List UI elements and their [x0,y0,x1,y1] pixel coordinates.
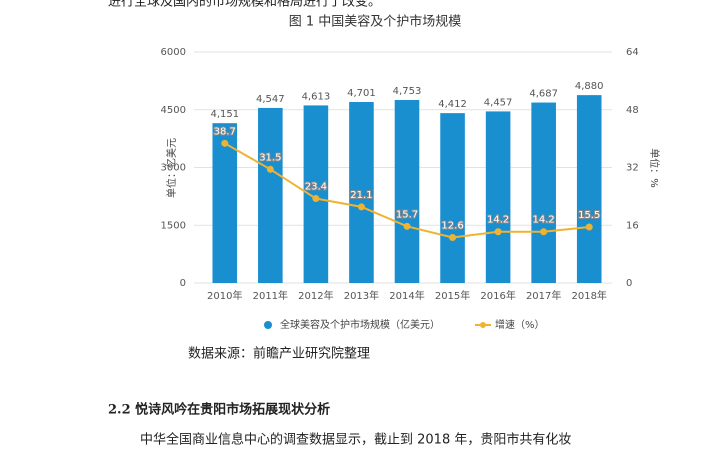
line-value-label: 38.7 [214,126,236,137]
y-tick-label: 1500 [161,220,186,231]
line-value-label: 15.5 [578,210,600,221]
bar [212,123,238,284]
paragraph: 中华全国商业信息中心的调查数据显示，截止到 2018 年，贵阳市共有化妆 [140,432,571,448]
x-tick-label: 2010年 [207,289,242,302]
top-line: 进行全球及国内的市场规模和格局进行了改变。 [108,0,381,10]
line-value-label: 14.2 [533,215,555,226]
line-value-label: 23.4 [305,182,327,193]
line-marker [221,139,229,147]
bar [485,111,511,283]
x-tick-label: 2015年 [435,289,470,302]
legend-marker [480,322,486,328]
legend-marker [264,321,272,329]
y2-tick-label: 32 [626,163,639,174]
y-tick-label: 4500 [161,105,186,116]
y2-tick-label: 48 [626,105,639,116]
y-axis-label: 单位：亿美元 [165,138,178,198]
y-tick-label: 3000 [161,163,186,174]
source-note: 数据来源：前瞻产业研究院整理 [188,346,370,362]
line-value-label: 12.6 [441,221,463,232]
x-tick-label: 2017年 [526,289,561,302]
bar [440,113,465,283]
y2-tick-label: 16 [626,220,639,231]
line-marker [585,223,593,231]
x-tick-label: 2012年 [298,289,333,302]
line-marker [312,195,320,203]
bar-value-label: 4,457 [484,97,513,108]
line-marker [357,203,365,211]
x-tick-label: 2013年 [344,289,379,302]
bar-value-label: 4,547 [256,94,285,105]
chart-title: 图 1 中国美容及个护市场规模 [289,14,462,30]
x-tick-label: 2016年 [480,289,515,302]
section-heading: 2.2 悦诗风吟在贵阳市场拓展现状分析 [108,402,330,418]
bar-value-label: 4,613 [302,91,331,102]
y-tick-label: 6000 [161,47,186,58]
bar [531,102,556,283]
bar-value-label: 4,701 [347,88,376,99]
bar [349,102,374,283]
line-marker [540,228,548,236]
bar [576,95,602,284]
bar-value-label: 4,151 [210,109,239,120]
x-tick-label: 2011年 [253,289,288,302]
line-marker [494,228,502,236]
x-tick-label: 2018年 [571,289,606,302]
y-tick-label: 0 [180,278,186,289]
legend-label: 全球美容及个护市场规模（亿美元） [280,318,440,331]
x-tick-label: 2014年 [389,289,424,302]
y2-axis-label: 单位：% [648,148,661,188]
line-value-label: 15.7 [396,209,418,220]
y2-tick-label: 0 [626,278,632,289]
bar [394,100,420,284]
legend-label: 增速（%） [495,318,545,331]
line-value-label: 14.2 [487,215,509,226]
line-marker [449,234,457,242]
line-value-label: 21.1 [350,190,372,201]
bar [258,107,283,284]
line-value-label: 31.5 [259,152,281,163]
bar-value-label: 4,753 [393,86,422,97]
bar-value-label: 4,880 [575,81,604,92]
bar-value-label: 4,687 [529,89,558,100]
line-marker [266,165,274,173]
y2-tick-label: 64 [626,47,639,58]
line-marker [403,222,411,230]
bar-value-label: 4,412 [438,99,467,110]
